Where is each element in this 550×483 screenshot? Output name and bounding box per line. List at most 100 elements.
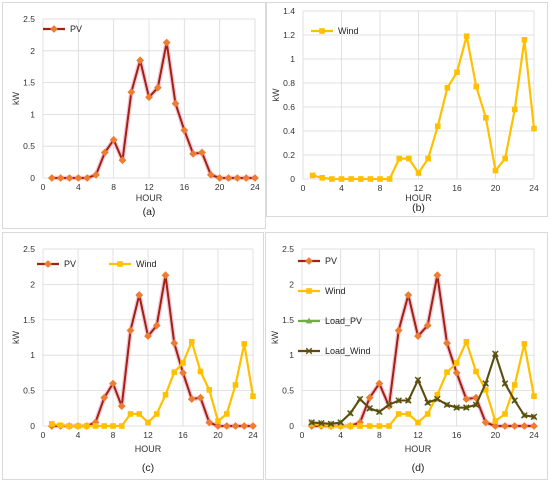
- data-point: [83, 174, 92, 182]
- data-point: [66, 423, 73, 429]
- series-line: [312, 35, 536, 181]
- data-point: [367, 176, 374, 182]
- data-point: [502, 411, 508, 417]
- series-line: [311, 352, 535, 425]
- data-point: [249, 422, 257, 430]
- data-point: [472, 401, 480, 409]
- legend-label: Load_Wind: [325, 346, 371, 356]
- legend-marker: [319, 28, 325, 34]
- data-point: [433, 271, 442, 280]
- data-point: [463, 338, 470, 345]
- data-point: [444, 85, 451, 91]
- data-point: [434, 392, 441, 398]
- x-tick-label: 20: [215, 182, 225, 192]
- panel-caption: (d): [412, 462, 425, 474]
- chart-panel-c: 0 0.5 1 1.5 2 2.5 0 4 8 12 16 20 24 kW HOUR (c) PV Wind: [2, 232, 264, 480]
- y-tick-label: 0.4: [283, 126, 295, 136]
- x-tick-label: 20: [491, 430, 501, 440]
- data-point: [521, 341, 528, 347]
- data-point: [117, 402, 126, 411]
- data-point: [404, 291, 413, 299]
- data-point: [162, 392, 169, 398]
- x-tick-label: 24: [248, 430, 258, 440]
- data-point: [452, 368, 461, 377]
- panel-caption: (a): [143, 206, 156, 218]
- data-point: [434, 123, 441, 129]
- legend-label: Wind: [338, 26, 359, 36]
- data-point: [180, 126, 189, 135]
- data-point: [47, 174, 56, 182]
- data-point: [520, 422, 529, 430]
- data-point: [161, 271, 170, 280]
- data-point: [511, 382, 518, 388]
- chart-c: 0 0.5 1 1.5 2 2.5 0 4 8 12 16 20 24 kW HOUR (c) PV Wind: [11, 244, 258, 474]
- x-tick-label: 8: [377, 430, 382, 440]
- x-tick-label: 8: [111, 430, 116, 440]
- data-point: [109, 379, 117, 388]
- series-line: [51, 340, 255, 428]
- y-tick-label: 0.6: [283, 102, 295, 112]
- x-tick-label: 0: [301, 183, 306, 193]
- y-tick-label: 2.5: [23, 14, 35, 24]
- data-point: [231, 422, 240, 430]
- data-point: [531, 125, 537, 132]
- data-point: [463, 404, 470, 411]
- data-point: [492, 350, 499, 358]
- data-point: [415, 419, 421, 426]
- data-point: [511, 397, 518, 404]
- data-point: [240, 422, 249, 430]
- x-tick-label: 16: [180, 182, 190, 192]
- series-line: [51, 41, 255, 179]
- legend-marker: [117, 261, 123, 267]
- data-point: [92, 170, 100, 179]
- data-point: [453, 404, 460, 411]
- legend-item-wind: Wind: [311, 26, 359, 36]
- data-point: [242, 174, 251, 182]
- x-tick-label: 0: [41, 430, 46, 440]
- data-point: [348, 176, 354, 182]
- y-tick-label: 0: [289, 421, 294, 431]
- data-point: [136, 56, 145, 65]
- y-axis-label: kW: [270, 331, 280, 345]
- data-point: [405, 411, 412, 417]
- y-tick-label: 0.5: [23, 386, 35, 396]
- data-point: [492, 418, 499, 424]
- data-point: [521, 37, 528, 43]
- y-tick-label: 1.2: [283, 30, 295, 40]
- data-point: [309, 172, 316, 179]
- y-tick-label: 0.5: [282, 386, 294, 396]
- data-point: [110, 423, 116, 429]
- data-point: [153, 411, 160, 417]
- series-wind: [309, 33, 537, 182]
- legend-marker: [305, 317, 313, 324]
- data-point: [222, 422, 231, 430]
- x-tick-label: 20: [491, 183, 501, 193]
- y-tick-label: 1: [30, 109, 35, 119]
- data-point: [394, 326, 403, 335]
- y-tick-label: 0: [290, 174, 295, 184]
- data-point: [434, 395, 441, 403]
- legend-item-wind: Wind: [109, 259, 157, 269]
- data-point: [531, 393, 537, 400]
- data-point: [197, 368, 204, 375]
- x-tick-label: 4: [76, 430, 81, 440]
- x-tick-label: 4: [76, 182, 81, 192]
- data-point: [198, 148, 206, 157]
- data-point: [223, 411, 230, 417]
- chart-b: 0 0.2 0.4 0.6 0.8 1 1.2 1.4 0 4 8 12 16 20 24 kW HOUR(b)…: [271, 6, 539, 214]
- legend-item-pv: PV: [43, 24, 82, 34]
- data-point: [492, 167, 499, 174]
- x-tick-label: 0: [41, 182, 46, 192]
- legend-marker: [306, 288, 312, 294]
- data-point: [338, 176, 345, 182]
- data-point: [347, 423, 354, 429]
- data-point: [511, 106, 518, 113]
- data-point: [118, 423, 125, 429]
- data-point: [127, 88, 136, 97]
- chart-d: 0 0.5 1 1.5 2 2.5 0 4 8 12 16 20 24 kW HOUR (d) PV Wind Lo…: [270, 244, 539, 474]
- data-point: [214, 422, 222, 430]
- x-tick-label: 12: [144, 182, 154, 192]
- x-tick-label: 12: [143, 430, 153, 440]
- y-tick-label: 0.8: [283, 78, 295, 88]
- y-tick-label: 2: [30, 46, 35, 56]
